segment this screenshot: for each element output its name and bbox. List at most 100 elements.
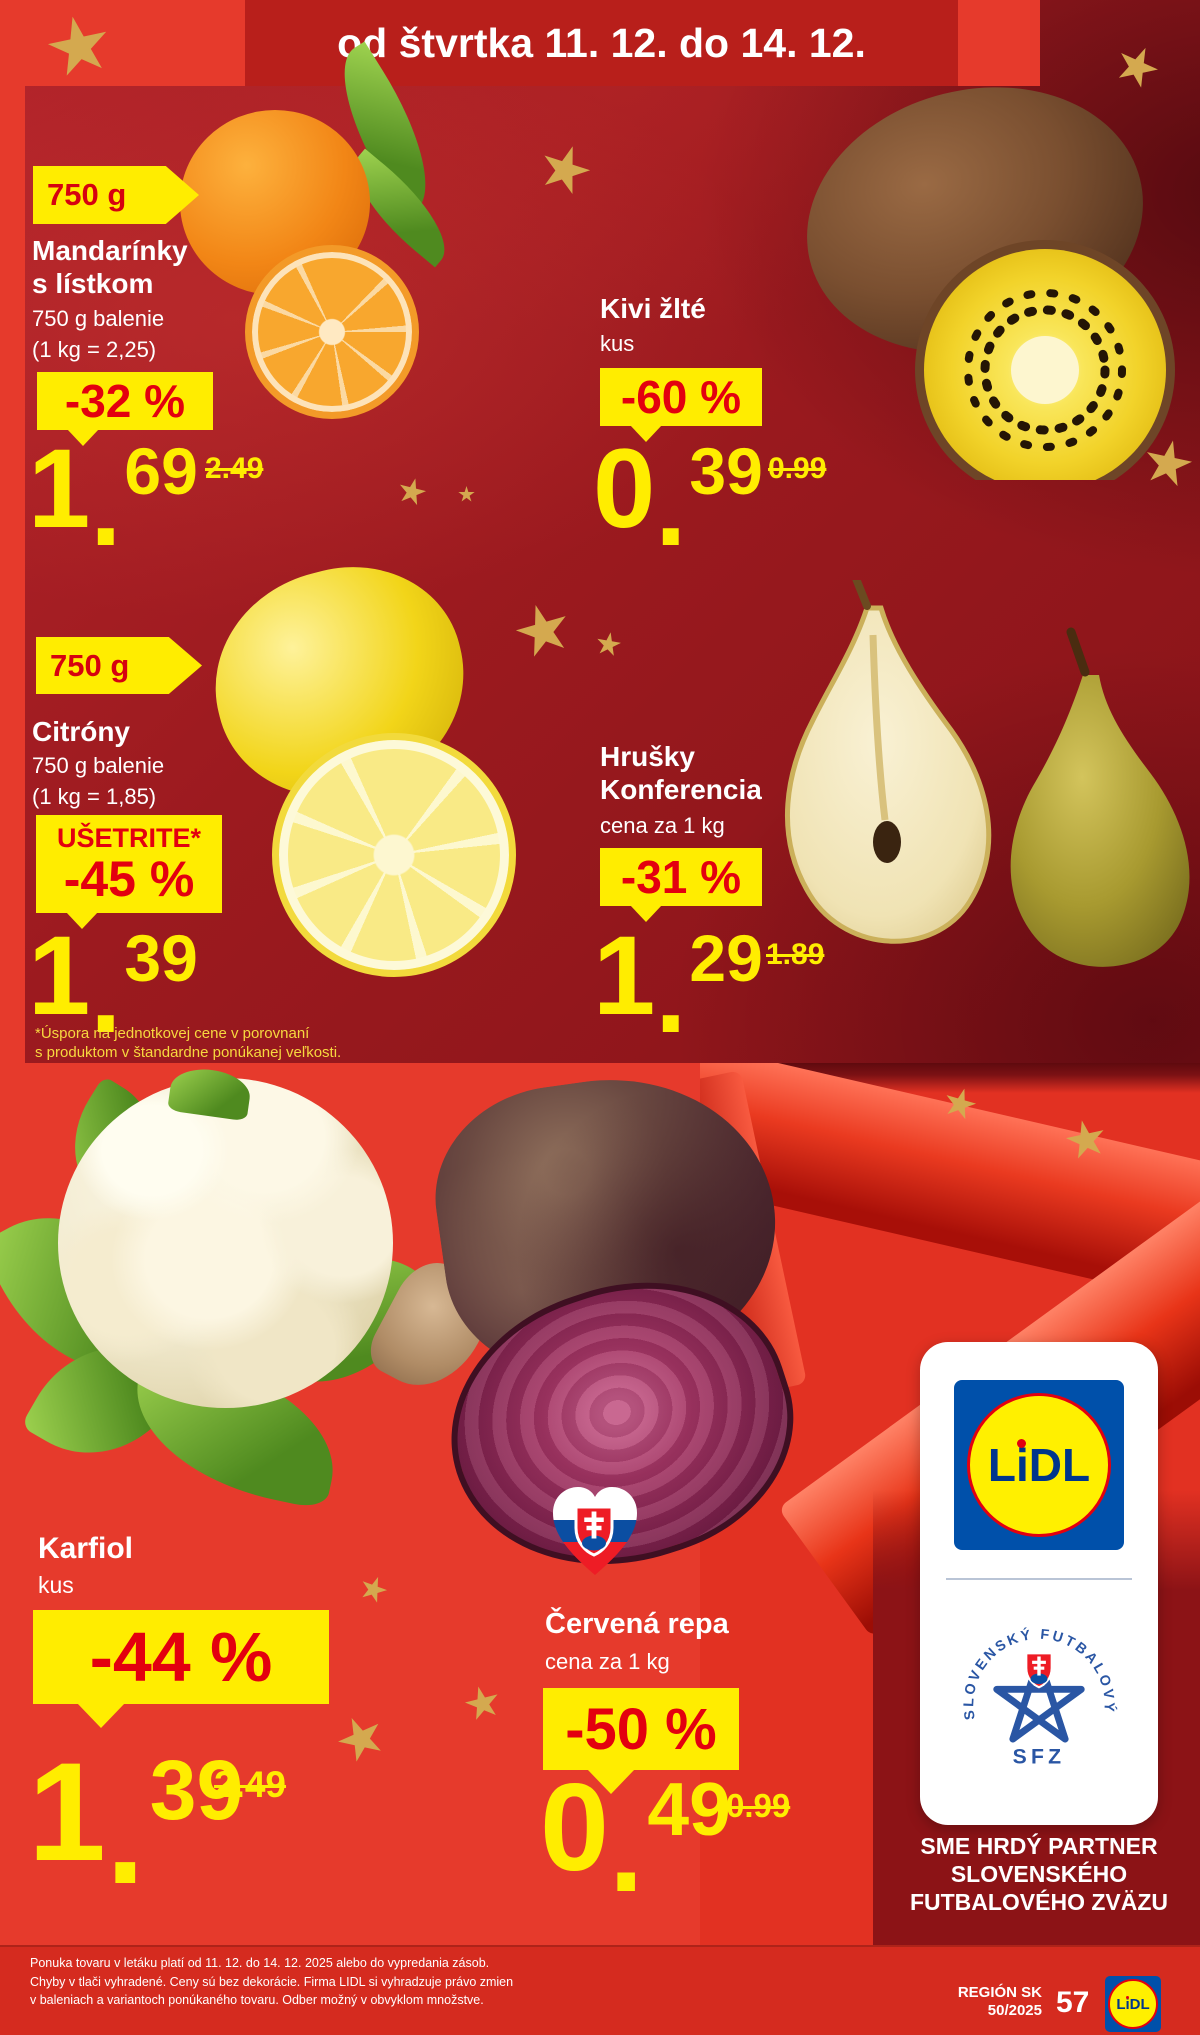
- region-line: REGIÓN SK: [957, 1984, 1042, 2001]
- slovak-flag-heart-icon: [553, 1487, 637, 1575]
- footer-bar: [0, 1945, 1200, 2035]
- discount-value: -60 %: [620, 371, 742, 423]
- unit-line: (1 kg = 1,85): [32, 784, 157, 809]
- lidl-letter-i: i: [1016, 1438, 1029, 1491]
- product-name: Červená repa: [545, 1608, 729, 1641]
- price: 0 . 39: [593, 426, 763, 569]
- halved-mandarin: [245, 245, 419, 419]
- weight-badge-label: 750 g: [47, 177, 127, 212]
- product-name-line: Konferencia: [600, 774, 762, 805]
- partner-claim-line: SLOVENSKÉHO: [950, 1861, 1128, 1887]
- price-separator: .: [655, 443, 687, 569]
- partner-claim-line: SME HRDÝ PARTNER: [920, 1833, 1158, 1859]
- price-separator: .: [90, 930, 122, 1056]
- price-cents: 39: [689, 434, 763, 508]
- unit-line: cena za 1 kg: [545, 1649, 670, 1674]
- price: 1 . 69: [28, 426, 198, 569]
- product-name-line: Červená repa: [545, 1608, 729, 1640]
- weight-badge: 750 g: [36, 637, 202, 694]
- sfz-shield: [1025, 1652, 1053, 1689]
- price-cents: 69: [124, 434, 198, 508]
- unit-line: 750 g balenie: [32, 306, 165, 331]
- discount-value: -50 %: [565, 1696, 717, 1762]
- lidl-letter-i: i: [1125, 1995, 1130, 2013]
- product-unit: kus: [38, 1570, 74, 1601]
- discount-value: -31 %: [620, 851, 742, 903]
- weight-badge: 750 g: [33, 166, 199, 224]
- old-price: 2.49: [205, 452, 264, 485]
- price-separator: .: [90, 443, 122, 569]
- product-unit: cena za 1 kg: [545, 1646, 670, 1677]
- price-separator: .: [105, 1755, 145, 1913]
- partner-claim: SME HRDÝ PARTNER SLOVENSKÉHO FUTBALOVÉHO…: [889, 1832, 1189, 1916]
- lidl-letter: L: [1116, 1995, 1126, 2013]
- cauliflower-head: [58, 1078, 393, 1408]
- product-name-line: s lístkom: [32, 268, 154, 299]
- price-separator: .: [655, 930, 687, 1056]
- footnote-line: s produktom v štandardne ponúkanej veľko…: [35, 1044, 342, 1061]
- price-whole: 1: [593, 913, 656, 1038]
- cut-pear-half: [784, 580, 992, 944]
- legal-line: v baleniach a variantoch ponúkaného tova…: [30, 1993, 484, 2007]
- sfz-logo: SLOVENSKÝ FUTBALOVÝ ZVÄZ SFZ: [949, 1600, 1127, 1781]
- cut-kiwi: [915, 240, 1175, 480]
- price-separator: .: [608, 1779, 644, 1918]
- product-name-line: Kivi žlté: [600, 293, 706, 324]
- lidl-letters: DL: [1028, 1439, 1091, 1491]
- price-cents: 39: [149, 1743, 244, 1837]
- old-price: 1.89: [766, 938, 825, 971]
- save-discount-badge: UŠETRITE* -45 %: [36, 815, 222, 929]
- price: 0 . 49: [540, 1766, 731, 1918]
- product-unit: cena za 1 kg: [600, 810, 725, 841]
- pears-photo: [784, 580, 1190, 967]
- price-whole: 1: [28, 426, 91, 551]
- product-unit: kus: [600, 328, 634, 359]
- discount-badge: -60 %: [600, 368, 762, 442]
- slovak-coat-of-arms: [574, 1505, 614, 1557]
- price-cents: 49: [647, 1767, 731, 1851]
- unit-line: kus: [600, 331, 635, 356]
- unit-line: cena za 1 kg: [600, 813, 725, 838]
- discount-value: -32 %: [64, 375, 186, 427]
- discount-value: -44 %: [89, 1618, 273, 1696]
- price-whole: 1: [28, 913, 91, 1038]
- price-whole: 0: [593, 426, 656, 551]
- unit-line: (1 kg = 2,25): [32, 337, 157, 362]
- partner-claim-line: FUTBALOVÉHO ZVÄZU: [909, 1889, 1169, 1915]
- product-name: Citróny: [32, 715, 130, 748]
- unit-line: kus: [38, 1572, 74, 1598]
- product-name-line: Karfiol: [38, 1532, 134, 1565]
- top-right-margin: [958, 0, 1040, 86]
- product-name: Hrušky Konferencia: [600, 740, 762, 806]
- unit-line: 750 g balenie: [32, 753, 165, 778]
- price-whole: 1: [28, 1733, 106, 1890]
- product-name-line: Hrušky: [600, 741, 695, 772]
- lidl-letters: DL: [1129, 1995, 1150, 2013]
- product-unit: 750 g balenie (1 kg = 1,85): [32, 750, 164, 812]
- legal-text: Ponuka tovaru v letáku platí od 11. 12. …: [30, 1954, 513, 2010]
- legal-line: Chyby v tlači vyhradené. Ceny sú bez dek…: [30, 1974, 514, 1989]
- mandarins-photo: [150, 41, 470, 440]
- product-name: Kivi žlté: [600, 292, 706, 325]
- date-range-label: od štvrtka 11. 12. do 14. 12.: [337, 19, 866, 66]
- region-line: 50/2025: [987, 2002, 1042, 2019]
- discount-badge: -32 %: [37, 372, 213, 446]
- gold-star-icon: [461, 1682, 503, 1724]
- card-divider: [946, 1578, 1132, 1580]
- price-cents: 29: [689, 921, 763, 995]
- whole-pear: [1010, 627, 1190, 967]
- product-name: Karfiol: [38, 1532, 133, 1565]
- gold-star-icon: [331, 1709, 392, 1770]
- weight-badge-label: 750 g: [50, 647, 130, 683]
- product-name-line: Citróny: [32, 716, 130, 747]
- kiwi-photo: [807, 87, 1175, 480]
- old-price: 2.49: [214, 1764, 287, 1805]
- lemons-photo: [191, 543, 520, 1015]
- lidl-letter: L: [987, 1439, 1016, 1491]
- footnote-line: *Úspora na jednotkovej cene v porovnaní: [35, 1025, 310, 1042]
- discount-badge: -50 %: [543, 1688, 739, 1794]
